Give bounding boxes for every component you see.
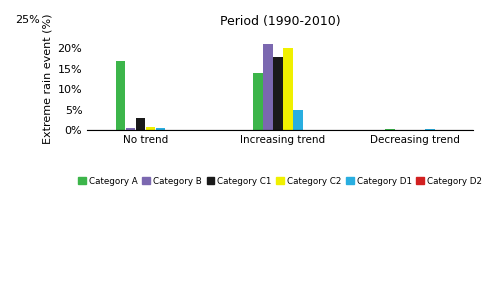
Bar [156,128,165,130]
Bar [146,127,155,130]
Bar [136,118,145,130]
Bar [283,48,292,130]
Bar [303,129,312,130]
Bar [263,44,272,130]
Y-axis label: Extreme rain event (%): Extreme rain event (%) [42,14,52,144]
Text: 25%: 25% [15,15,40,25]
Bar [293,110,302,130]
Bar [253,73,262,130]
Title: Period (1990-2010): Period (1990-2010) [220,15,340,28]
Bar [386,129,395,130]
Bar [273,57,282,130]
Legend: Category A, Category B, Category C1, Category C2, Category D1, Category D2: Category A, Category B, Category C1, Cat… [75,173,486,189]
Bar [426,129,435,130]
Bar [116,61,125,130]
Bar [126,128,135,130]
